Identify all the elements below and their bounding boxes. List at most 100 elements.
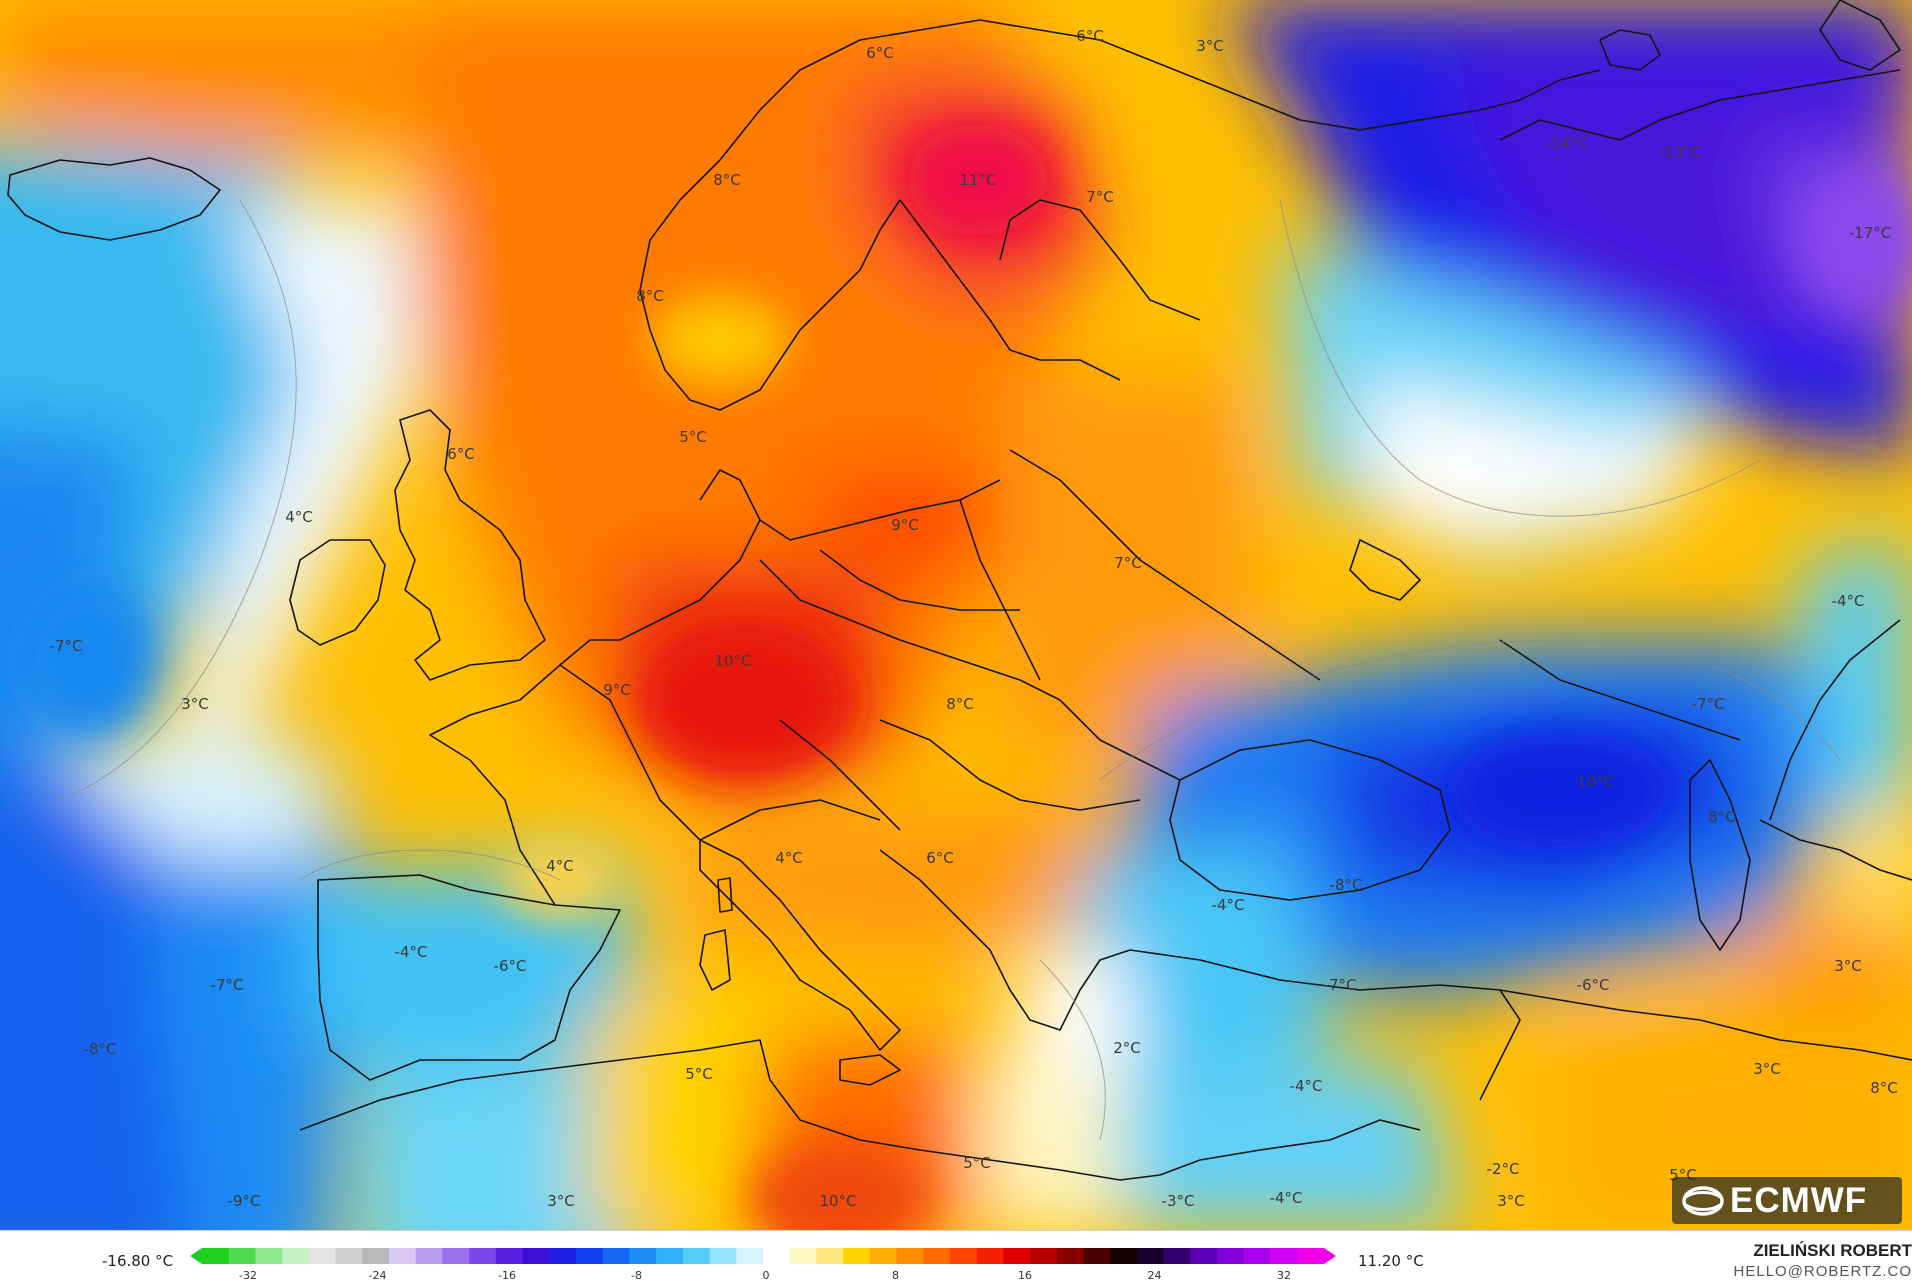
color-scale-tick: -24 xyxy=(368,1269,387,1282)
author-credit: ZIELIŃSKI ROBERT xyxy=(1753,1241,1912,1260)
color-bar-max-arrow xyxy=(1324,1248,1336,1264)
color-swatch xyxy=(602,1248,631,1264)
color-swatch xyxy=(763,1248,791,1264)
ecmwf-logo-icon xyxy=(1682,1185,1724,1216)
min-value-label: -16.80 °C xyxy=(102,1252,174,1270)
temperature-label: 10°C xyxy=(819,1192,857,1210)
color-swatch xyxy=(1137,1248,1165,1264)
color-swatch xyxy=(736,1248,764,1264)
color-scale-tick: 8 xyxy=(892,1269,899,1282)
temperature-label: 3°C xyxy=(1497,1192,1525,1210)
temperature-label: -7°C xyxy=(210,976,244,994)
color-swatch xyxy=(869,1248,898,1264)
legend-footer: -16.80 °C -32 -24 -16 -8 0 8 16 24 32 11.20 °C Z… xyxy=(0,1230,1912,1288)
color-scale-tick: -8 xyxy=(631,1269,642,1282)
temperature-label: -4°C xyxy=(1211,896,1245,914)
color-swatch xyxy=(629,1248,657,1264)
color-swatch xyxy=(1190,1248,1218,1264)
color-swatch xyxy=(1270,1248,1298,1264)
temperature-label: 4°C xyxy=(546,857,574,875)
color-scale-bar xyxy=(190,1248,1336,1264)
color-swatch xyxy=(656,1248,684,1264)
color-swatch xyxy=(789,1248,818,1264)
color-swatch xyxy=(549,1248,577,1264)
temperature-label: -2°C xyxy=(1486,1160,1520,1178)
color-swatch xyxy=(1163,1248,1192,1264)
color-swatch xyxy=(576,1248,604,1264)
color-swatch xyxy=(442,1248,470,1264)
color-swatch xyxy=(202,1248,230,1264)
temperature-label: -10°C xyxy=(1571,773,1615,791)
temperature-label: 8°C xyxy=(1708,808,1736,826)
color-swatch xyxy=(1030,1248,1058,1264)
temperature-label: 3°C xyxy=(1196,37,1224,55)
temperature-label: 5°C xyxy=(679,428,707,446)
temperature-label: 5°C xyxy=(685,1065,713,1083)
temperature-label: -4°C xyxy=(1289,1077,1323,1095)
color-swatch xyxy=(843,1248,871,1264)
temperature-label: 9°C xyxy=(891,516,919,534)
temperature-label: -6°C xyxy=(493,957,527,975)
color-scale-tick: 0 xyxy=(762,1269,770,1282)
temperature-label: -7°C xyxy=(1323,976,1357,994)
color-swatch xyxy=(362,1248,390,1264)
color-swatch xyxy=(682,1248,711,1264)
temperature-label: -4°C xyxy=(394,943,428,961)
temperature-label: 9°C xyxy=(603,681,631,699)
color-swatch xyxy=(976,1248,1005,1264)
temperature-label: 8°C xyxy=(946,695,974,713)
color-scale-tick: 32 xyxy=(1277,1269,1291,1282)
color-swatch xyxy=(923,1248,951,1264)
temperature-label: -13°C xyxy=(1658,143,1702,161)
temperature-label: 2°C xyxy=(1113,1039,1141,1057)
temperature-label: 6°C xyxy=(866,44,894,62)
temperature-label: 4°C xyxy=(285,508,313,526)
color-swatch xyxy=(1056,1248,1085,1264)
temperature-label: -8°C xyxy=(83,1040,117,1058)
temperature-label: 6°C xyxy=(926,849,954,867)
temperature-label: -4°C xyxy=(1269,1189,1303,1207)
map-canvas xyxy=(0,0,1912,1230)
color-scale-tick: 16 xyxy=(1018,1269,1032,1282)
temperature-label: -3°C xyxy=(1161,1192,1195,1210)
temperature-field xyxy=(0,0,1912,1230)
color-swatch xyxy=(255,1248,283,1264)
temperature-label: -17°C xyxy=(1848,224,1892,242)
temperature-label: 11°C xyxy=(959,171,997,189)
color-scale-tick: -16 xyxy=(498,1269,516,1282)
author-email: HELLO@ROBERTZ.CO xyxy=(1733,1263,1912,1280)
color-swatch xyxy=(522,1248,550,1264)
temperature-label: 5°C xyxy=(963,1154,991,1172)
temperature-label: -6°C xyxy=(1576,976,1610,994)
color-bar-min-arrow xyxy=(190,1248,202,1264)
color-swatch xyxy=(1243,1248,1272,1264)
temperature-label: 8°C xyxy=(636,287,664,305)
color-swatch xyxy=(469,1248,497,1264)
color-swatch xyxy=(1003,1248,1031,1264)
temperature-label: 3°C xyxy=(547,1192,575,1210)
temperature-label: 4°C xyxy=(775,849,803,867)
color-swatch xyxy=(308,1248,337,1264)
temperature-label: 6°C xyxy=(1076,27,1104,45)
temperature-label: 3°C xyxy=(1834,957,1862,975)
temperature-label: 8°C xyxy=(1870,1079,1898,1097)
color-swatch xyxy=(335,1248,363,1264)
temperature-label: -7°C xyxy=(49,637,83,655)
ecmwf-logo: ECMWF xyxy=(1672,1177,1902,1224)
color-swatch xyxy=(228,1248,257,1264)
temperature-label: 3°C xyxy=(181,695,209,713)
temperature-label: -4°C xyxy=(1831,592,1865,610)
color-swatch xyxy=(950,1248,978,1264)
color-swatch xyxy=(389,1248,417,1264)
temperature-detail xyxy=(20,125,1912,1230)
temperature-label: -8°C xyxy=(1329,876,1363,894)
color-scale-tick: -32 xyxy=(239,1269,257,1282)
color-swatch xyxy=(1217,1248,1245,1264)
temperature-label: 7°C xyxy=(1114,554,1142,572)
color-swatch xyxy=(1083,1248,1111,1264)
color-swatch xyxy=(415,1248,444,1264)
color-swatch xyxy=(1297,1248,1325,1264)
color-swatch xyxy=(816,1248,844,1264)
color-swatch xyxy=(282,1248,310,1264)
temperature-label: -9°C xyxy=(227,1192,261,1210)
